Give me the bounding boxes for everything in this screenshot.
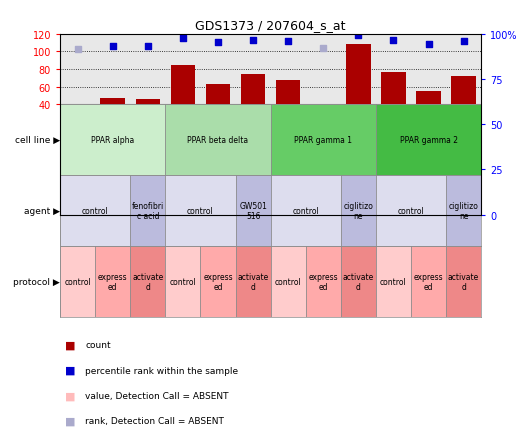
Point — [144, 63, 152, 70]
Text: protocol ▶: protocol ▶ — [14, 277, 60, 286]
Bar — [170, 114, 195, 215]
Bar — [165, 176, 235, 247]
Point — [459, 48, 468, 55]
Text: ciglitizo
ne: ciglitizo ne — [344, 202, 373, 220]
Bar — [446, 176, 481, 247]
Text: control: control — [292, 207, 319, 216]
Bar — [271, 176, 341, 247]
Text: count: count — [85, 341, 111, 349]
Point — [389, 46, 397, 53]
Text: value, Detection Call = ABSENT: value, Detection Call = ABSENT — [85, 391, 229, 400]
Bar — [451, 143, 476, 215]
Text: PPAR gamma 2: PPAR gamma 2 — [400, 136, 458, 145]
Text: GW501
516: GW501 516 — [239, 202, 267, 220]
Text: express
ed: express ed — [309, 272, 338, 291]
Point — [109, 62, 117, 69]
Bar — [306, 247, 341, 317]
Text: activate
d: activate d — [132, 272, 164, 291]
Bar — [235, 176, 271, 247]
Bar — [271, 247, 306, 317]
Title: GDS1373 / 207604_s_at: GDS1373 / 207604_s_at — [196, 19, 346, 32]
Bar — [60, 247, 95, 317]
Point — [354, 35, 362, 42]
Point — [284, 49, 292, 56]
Text: activate
d: activate d — [448, 272, 479, 291]
Text: ■: ■ — [65, 340, 76, 350]
Text: fenofibri
c acid: fenofibri c acid — [132, 202, 164, 220]
Text: activate
d: activate d — [343, 272, 374, 291]
Text: PPAR alpha: PPAR alpha — [91, 136, 134, 145]
Bar — [135, 202, 160, 215]
Bar — [376, 176, 446, 247]
Text: percentile rank within the sample: percentile rank within the sample — [85, 366, 238, 375]
Text: control: control — [187, 207, 214, 216]
Bar — [100, 198, 125, 215]
Bar — [376, 105, 481, 176]
Bar — [206, 163, 230, 215]
Text: ciglitizo
ne: ciglitizo ne — [449, 202, 479, 220]
Bar — [276, 152, 301, 215]
Text: ■: ■ — [65, 365, 76, 375]
Bar — [341, 247, 376, 317]
Text: cell line ▶: cell line ▶ — [15, 136, 60, 145]
Bar — [416, 180, 441, 215]
Text: PPAR beta delta: PPAR beta delta — [187, 136, 248, 145]
Point — [74, 71, 82, 78]
Bar — [60, 105, 165, 176]
Text: PPAR gamma 1: PPAR gamma 1 — [294, 136, 353, 145]
Bar — [376, 247, 411, 317]
Text: activate
d: activate d — [237, 272, 269, 291]
Text: express
ed: express ed — [414, 272, 444, 291]
Text: control: control — [64, 277, 91, 286]
Bar — [130, 247, 165, 317]
Text: control: control — [380, 277, 407, 286]
Text: ■: ■ — [65, 390, 76, 400]
Text: agent ▶: agent ▶ — [24, 207, 60, 216]
Text: rank, Detection Call = ABSENT: rank, Detection Call = ABSENT — [85, 416, 224, 425]
Text: control: control — [169, 277, 196, 286]
Text: control: control — [275, 277, 302, 286]
Bar — [446, 247, 481, 317]
Bar — [241, 136, 265, 215]
Bar — [271, 105, 376, 176]
Text: express
ed: express ed — [203, 272, 233, 291]
Text: express
ed: express ed — [98, 272, 128, 291]
Point — [214, 53, 222, 60]
Text: control: control — [397, 207, 424, 216]
Bar — [341, 176, 376, 247]
Bar — [200, 247, 235, 317]
Text: ■: ■ — [65, 415, 76, 425]
Bar — [130, 176, 165, 247]
Bar — [381, 133, 406, 215]
Bar — [65, 214, 90, 215]
Bar — [165, 105, 271, 176]
Bar — [311, 214, 336, 215]
Bar — [165, 247, 200, 317]
Text: control: control — [82, 207, 109, 216]
Bar — [60, 176, 130, 247]
Bar — [235, 247, 271, 317]
Point — [424, 56, 433, 63]
Bar — [346, 62, 371, 215]
Bar — [95, 247, 130, 317]
Point — [319, 66, 327, 73]
Bar — [411, 247, 446, 317]
Point — [179, 42, 187, 49]
Point — [249, 47, 257, 54]
